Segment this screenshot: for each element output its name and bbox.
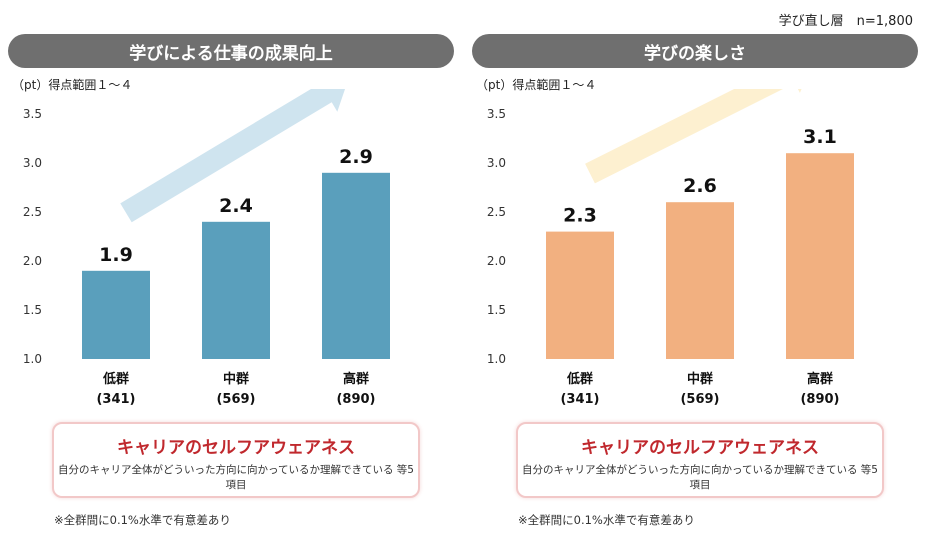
y-tick-label: 2.5 (487, 205, 506, 219)
bar-2 (666, 202, 734, 359)
x-tick-label: 低群 (566, 371, 593, 387)
chart-title: 学びの楽しさ (472, 34, 918, 68)
callout-title: キャリアのセルフアウェアネス (581, 438, 819, 458)
x-tick-label: 高群 (343, 371, 369, 387)
trend-arrow-icon (120, 89, 346, 223)
x-tick-count-label: (341) (560, 392, 599, 407)
trend-arrow-icon (585, 89, 802, 184)
bar-chart: 1.0 1.5 2.0 2.5 3.0 3.5 2.3 低群 (341) 2.6 中群 (569) 3.… (487, 89, 854, 407)
footnote: ※全群間に0.1%水準で有意差あり (518, 513, 695, 527)
x-tick-count-label: (569) (680, 392, 719, 407)
data-label: 2.3 (563, 205, 597, 227)
data-label: 3.1 (803, 126, 837, 148)
callout-subtitle: 自分のキャリア全体がどういった方向に向かっているか理解できている 等5項目 (58, 464, 414, 491)
y-tick-label: 3.5 (487, 107, 506, 121)
bar-3 (786, 153, 854, 359)
chart-panel-learning-enjoyment: 学びの楽しさ （pt）得点範囲１～４ 1.0 1.5 2.0 2.5 3.0 3.5 2.3… (472, 34, 918, 534)
bar-1 (546, 231, 614, 359)
bar-1 (82, 270, 150, 359)
y-axis-unit-label: （pt）得点範囲１～４ (476, 78, 597, 92)
chart-title: 学びによる仕事の成果向上 (8, 34, 454, 68)
callout-box: キャリアのセルフアウェアネス 自分のキャリア全体がどういった方向に向かっているか… (52, 422, 420, 498)
x-tick-count-label: (341) (96, 392, 135, 407)
callout-subtitle: 自分のキャリア全体がどういった方向に向かっているか理解できている 等5項目 (522, 464, 878, 491)
y-tick-label: 1.5 (23, 303, 42, 317)
y-tick-label: 1.5 (487, 303, 506, 317)
y-tick-label: 3.0 (23, 156, 42, 170)
sample-note: 学び直し層 n=1,800 (778, 14, 913, 29)
data-label: 2.9 (339, 146, 373, 168)
y-tick-label: 2.0 (487, 254, 506, 268)
x-tick-count-label: (890) (336, 392, 375, 407)
chart-panel-work-outcome: 学びによる仕事の成果向上 （pt）得点範囲１～４ 1.0 1.5 2.0 2.5 3.0… (8, 34, 454, 534)
bar-3 (322, 172, 390, 359)
x-tick-label: 中群 (687, 371, 713, 387)
footnote: ※全群間に0.1%水準で有意差あり (54, 513, 231, 527)
callout-title: キャリアのセルフアウェアネス (117, 438, 355, 458)
bar-2 (202, 221, 270, 359)
data-label: 2.4 (219, 195, 253, 217)
bar-chart: 1.0 1.5 2.0 2.5 3.0 3.5 1.9 低群 (341) 2.4 中群 (569) 2.… (23, 89, 390, 407)
x-tick-label: 中群 (223, 371, 249, 387)
x-tick-label: 高群 (807, 371, 833, 387)
x-tick-count-label: (890) (800, 392, 839, 407)
y-axis-unit-label: （pt）得点範囲１～４ (12, 78, 133, 92)
y-tick-label: 3.5 (23, 107, 42, 121)
data-label: 2.6 (683, 175, 717, 197)
y-tick-label: 1.0 (23, 352, 42, 366)
x-tick-label: 低群 (102, 371, 129, 387)
y-tick-label: 2.5 (23, 205, 42, 219)
y-tick-label: 3.0 (487, 156, 506, 170)
x-tick-count-label: (569) (216, 392, 255, 407)
y-tick-label: 1.0 (487, 352, 506, 366)
data-label: 1.9 (99, 244, 133, 266)
callout-box: キャリアのセルフアウェアネス 自分のキャリア全体がどういった方向に向かっているか… (516, 422, 884, 498)
y-tick-label: 2.0 (23, 254, 42, 268)
